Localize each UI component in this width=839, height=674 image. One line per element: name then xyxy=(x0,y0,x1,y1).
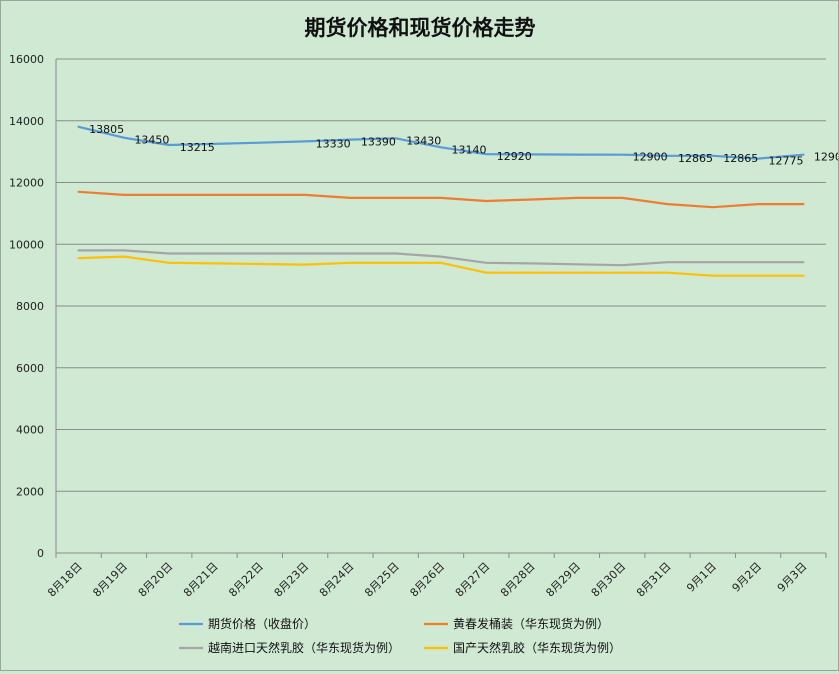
y-tick-label: 12000 xyxy=(9,177,44,190)
x-tick-label: 9月2日 xyxy=(730,560,765,595)
grid-lines xyxy=(55,58,827,558)
x-tick-label: 8月19日 xyxy=(90,560,130,600)
legend-label: 国产天然乳胶（华东现货为例） xyxy=(453,640,621,655)
series-lines xyxy=(77,125,805,277)
series-line-2 xyxy=(77,190,805,209)
data-label: 13140 xyxy=(452,143,487,156)
x-tick-label: 8月27日 xyxy=(453,560,493,600)
x-axis-ticks: 8月18日 8月19日 8月20日 8月21日 8月22日 8月23日 8月24日 8月25日… xyxy=(45,560,809,600)
x-tick-label: 8月23日 xyxy=(272,560,312,600)
data-label: 13805 xyxy=(89,123,124,136)
data-label: 13330 xyxy=(316,137,351,150)
x-tick-label: 9月3日 xyxy=(775,560,810,595)
y-tick-label: 14000 xyxy=(9,115,44,128)
data-labels: 13805 13450 13215 13330 13390 13430 13140 12920… xyxy=(89,123,839,168)
data-label: 12775 xyxy=(769,155,804,168)
data-label: 12865 xyxy=(723,152,758,165)
y-tick-label: 2000 xyxy=(16,485,44,498)
x-tick-label: 8月20日 xyxy=(136,560,176,600)
y-tick-label: 6000 xyxy=(16,362,44,375)
x-tick-label: 8月26日 xyxy=(408,560,448,600)
data-label: 12900 xyxy=(814,151,838,164)
y-tick-label: 8000 xyxy=(16,300,44,313)
x-tick-label: 8月30日 xyxy=(589,560,629,600)
legend-label: 越南进口天然乳胶（华东现货为例） xyxy=(208,640,400,655)
legend: 期货价格（收盘价） 黄春发桶装（华东现货为例） 越南进口天然乳胶（华东现货为例） 国产… xyxy=(179,616,621,655)
series-line-4 xyxy=(77,255,805,277)
data-label: 13430 xyxy=(406,134,441,147)
y-tick-label: 16000 xyxy=(9,53,44,66)
y-tick-label: 10000 xyxy=(9,238,44,251)
x-tick-label: 8月25日 xyxy=(362,560,402,600)
data-label: 12865 xyxy=(678,152,713,165)
legend-label: 期货价格（收盘价） xyxy=(208,616,316,631)
chart-title: 期货价格和现货价格走势 xyxy=(305,16,536,40)
series-line-3 xyxy=(77,249,805,267)
data-label: 12920 xyxy=(497,150,532,163)
x-tick-label: 8月31日 xyxy=(634,560,674,600)
x-tick-label: 9月1日 xyxy=(684,560,719,595)
data-label: 13450 xyxy=(134,134,169,147)
x-tick-label: 8月22日 xyxy=(226,560,266,600)
y-axis-ticks: 0 2000 4000 6000 8000 10000 12000 14000 16000 xyxy=(9,53,44,560)
x-tick-label: 8月24日 xyxy=(317,560,357,600)
series-line-1 xyxy=(77,125,805,160)
data-label: 12900 xyxy=(633,151,668,164)
legend-label: 黄春发桶装（华东现货为例） xyxy=(453,616,609,631)
data-label: 13390 xyxy=(361,136,396,149)
x-tick-label: 8月29日 xyxy=(543,560,583,600)
data-label: 13215 xyxy=(180,141,215,154)
x-tick-label: 8月28日 xyxy=(498,560,538,600)
x-tick-label: 8月21日 xyxy=(181,560,221,600)
x-tick-label: 8月18日 xyxy=(45,560,85,600)
y-tick-label: 4000 xyxy=(16,424,44,437)
y-tick-label: 0 xyxy=(37,547,44,560)
